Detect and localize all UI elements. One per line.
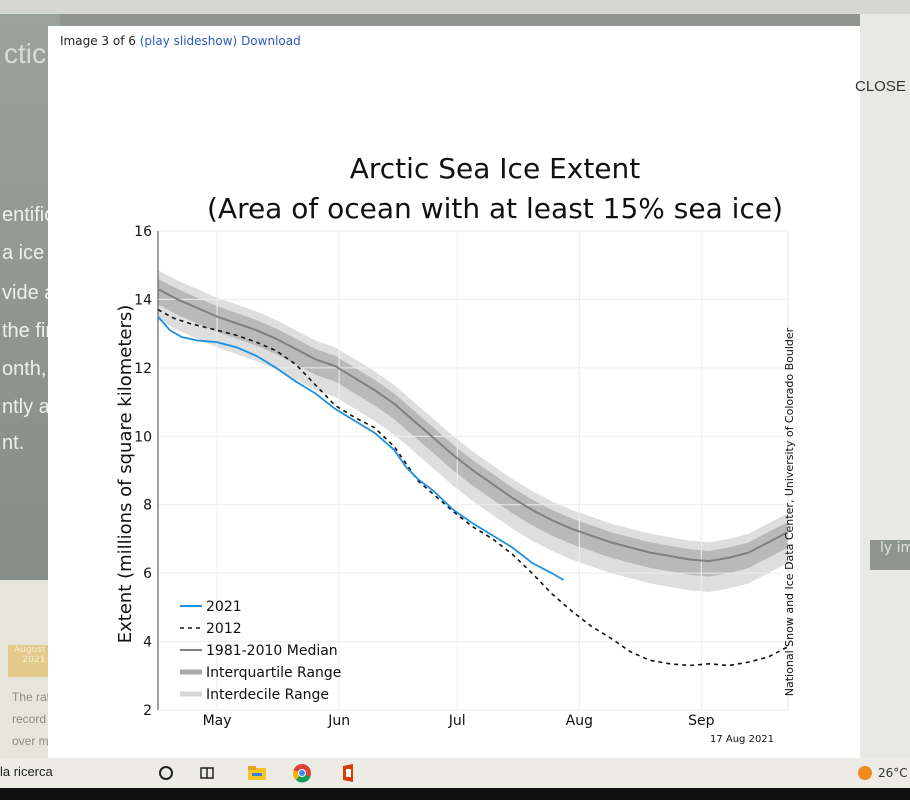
image-counter: Image 3 of 6 [60,34,136,48]
x-tick-label: May [203,713,232,729]
background-top-band [0,0,910,14]
y-tick-label: 6 [143,566,152,582]
lightbox-panel [48,26,860,758]
office-icon[interactable] [339,763,359,783]
interdecile-range-band [158,270,788,592]
background-snippet: vide an u [2,282,60,304]
background-snippet: the first v [2,320,60,342]
taskbar [0,758,910,788]
chart-title: Arctic Sea Ice Extent [349,152,641,185]
y-axis-label: Extent (millions of square kilometers) [115,305,136,644]
background-right-strip [860,14,910,758]
lightbox-header: Image 3 of 6 (play slideshow) Download [60,34,301,48]
legend-label: 1981-2010 Median [206,643,338,659]
search-circle-icon[interactable] [156,763,176,783]
legend-label: Interquartile Range [206,665,341,681]
chrome-icon[interactable] [292,763,312,783]
legend-label: Interdecile Range [206,687,329,703]
screen-bezel [0,788,910,800]
y-tick-label: 12 [134,361,152,377]
background-snippet: ntly as co [2,396,60,418]
close-button[interactable]: CLOSE [855,78,906,95]
y-tick-label: 2 [143,703,152,719]
chart-grid [157,230,789,711]
background-logo: ctic [4,38,46,69]
median-line [157,288,789,563]
chart-lines [157,288,789,667]
x-tick-label: Aug [566,713,593,729]
legend-label: 2021 [206,599,242,615]
series-2021-line [157,315,565,581]
weather-sun-icon [858,766,872,780]
y-tick-label: 4 [143,635,152,651]
background-snippet: nt. [2,432,25,454]
interquartile-range-band [158,278,788,577]
background-right-snippet: ly im [870,540,910,570]
chart-subtitle: (Area of ocean with at least 15% sea ice… [206,192,783,225]
legend-label: 2012 [206,621,242,637]
date-label: 17 Aug 2021 [710,734,774,745]
y-tick-label: 8 [143,498,152,514]
x-tick-label: Jul [448,713,466,729]
download-link[interactable]: Download [241,34,301,48]
chart-axes: 2 4 6 8 10 12 14 16 May Jun Jul Aug Sep [134,224,715,729]
x-tick-label: Sep [688,713,715,729]
x-tick-label: Jun [327,713,350,729]
interdecile-band-shape [158,270,788,592]
background-snippet: entific ar [2,204,60,226]
file-explorer-icon[interactable] [247,763,267,783]
y-tick-label: 10 [134,429,152,445]
play-slideshow-link[interactable]: (play slideshow) [139,34,238,48]
taskbar-temperature: 26°C [878,766,908,780]
y-tick-label: 14 [134,292,152,308]
chart-legend: 2021 2012 1981-2010 Median Interquartile Ra… [180,599,341,703]
interquartile-band-shape [158,278,788,577]
background-snippet: a ice co [2,242,60,264]
task-view-icon[interactable] [197,763,217,783]
taskbar-search-box[interactable]: la ricerca [0,764,53,779]
background-snippet: onth, or r [2,358,60,380]
credit-text: National Snow and Ice Data Center, Unive… [783,327,796,696]
y-tick-label: 16 [134,224,152,240]
series-2012-line [157,308,789,667]
